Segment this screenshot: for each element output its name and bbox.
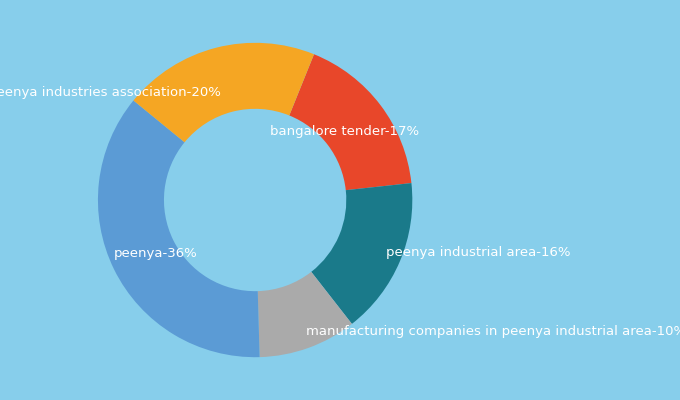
Text: bangalore tender-17%: bangalore tender-17% bbox=[271, 125, 420, 138]
Text: manufacturing companies in peenya industrial area-10%: manufacturing companies in peenya indust… bbox=[306, 325, 680, 338]
Wedge shape bbox=[289, 54, 411, 190]
Text: peenya industries association-20%: peenya industries association-20% bbox=[0, 86, 221, 99]
Wedge shape bbox=[258, 272, 352, 357]
Wedge shape bbox=[311, 183, 412, 324]
Text: peenya-36%: peenya-36% bbox=[114, 247, 197, 260]
Wedge shape bbox=[133, 43, 314, 142]
Text: peenya industrial area-16%: peenya industrial area-16% bbox=[386, 246, 571, 260]
Wedge shape bbox=[98, 100, 260, 357]
